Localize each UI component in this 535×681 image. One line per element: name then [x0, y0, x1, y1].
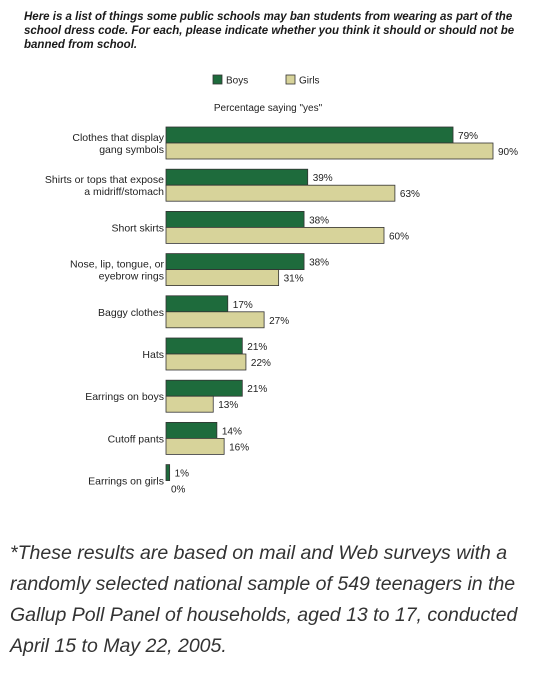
- legend-label-girls: Girls: [299, 76, 320, 87]
- data-label-boys: 1%: [175, 469, 190, 480]
- data-label-girls: 27%: [269, 316, 289, 327]
- category-label-line: Nose, lip, tongue, or: [70, 259, 164, 271]
- chart-heading: Here is a list of things some public sch…: [24, 11, 515, 51]
- data-label-girls: 16%: [229, 442, 249, 453]
- bar-girls: [165, 311, 265, 329]
- data-label-boys: 39%: [313, 173, 333, 184]
- data-label-girls: 60%: [389, 231, 409, 242]
- bar-boys: [165, 168, 309, 186]
- bar-boys: [165, 337, 243, 355]
- bar-girls: [165, 437, 225, 455]
- category-label: Earrings on boys: [85, 391, 164, 403]
- category-label: Nose, lip, tongue, or eyebrow rings: [70, 259, 164, 283]
- category-label: Clothes that display gang symbols: [72, 132, 164, 156]
- bar-girls: [165, 142, 494, 160]
- bar-boys: [165, 421, 218, 439]
- data-label-girls: 13%: [218, 400, 238, 411]
- category-label: Earrings on girls: [88, 476, 164, 488]
- data-label-girls: 63%: [400, 189, 420, 200]
- data-label-girls: 22%: [251, 358, 271, 369]
- data-label-boys: 17%: [233, 300, 253, 311]
- data-label-boys: 79%: [458, 131, 478, 142]
- legend: Boys Girls: [212, 74, 320, 87]
- data-label-boys: 21%: [247, 384, 267, 395]
- footnote: *These results are based on mail and Web…: [10, 542, 518, 657]
- data-label-boys: 14%: [222, 426, 242, 437]
- legend-label-boys: Boys: [226, 76, 248, 87]
- category-label-line: gang symbols: [99, 144, 164, 156]
- bar-girls: [165, 353, 247, 371]
- bar-girls: [165, 184, 396, 202]
- bar-boys: [165, 253, 305, 271]
- category-label: Baggy clothes: [98, 307, 164, 319]
- bar-chart: Boys Girls Percentage saying "yes" Clothe…: [45, 74, 518, 496]
- category-label-line: Clothes that display: [72, 132, 164, 144]
- data-label-boys: 38%: [309, 258, 329, 269]
- category-label-line: Shirts or tops that expose: [45, 174, 164, 186]
- category-label: Hats: [142, 349, 164, 361]
- category-label-line: eyebrow rings: [99, 271, 164, 283]
- bar-boys: [165, 126, 454, 144]
- bar-girls: [165, 395, 214, 413]
- bar-boys: [165, 379, 243, 397]
- bar-boys: [165, 210, 305, 228]
- category-label: Short skirts: [111, 222, 164, 234]
- data-label-boys: 21%: [247, 342, 267, 353]
- data-label-boys: 38%: [309, 215, 329, 226]
- bar-girls: [165, 226, 385, 244]
- category-label-line: a midriff/stomach: [84, 186, 164, 198]
- data-label-girls: 0%: [171, 485, 186, 496]
- bar-boys: [165, 295, 229, 313]
- legend-swatch-boys: [212, 74, 223, 85]
- bar-boys: [165, 464, 171, 482]
- bars-group: Clothes that display gang symbols 79% 90% Sh…: [45, 126, 518, 496]
- data-label-girls: 90%: [498, 147, 518, 158]
- bar-girls: [165, 269, 280, 287]
- chart-subtitle: Percentage saying "yes": [214, 103, 323, 114]
- category-label: Shirts or tops that expose a midriff/stom…: [45, 174, 164, 198]
- category-label: Cutoff pants: [108, 433, 164, 445]
- legend-swatch-girls: [285, 74, 296, 85]
- data-label-girls: 31%: [284, 274, 304, 285]
